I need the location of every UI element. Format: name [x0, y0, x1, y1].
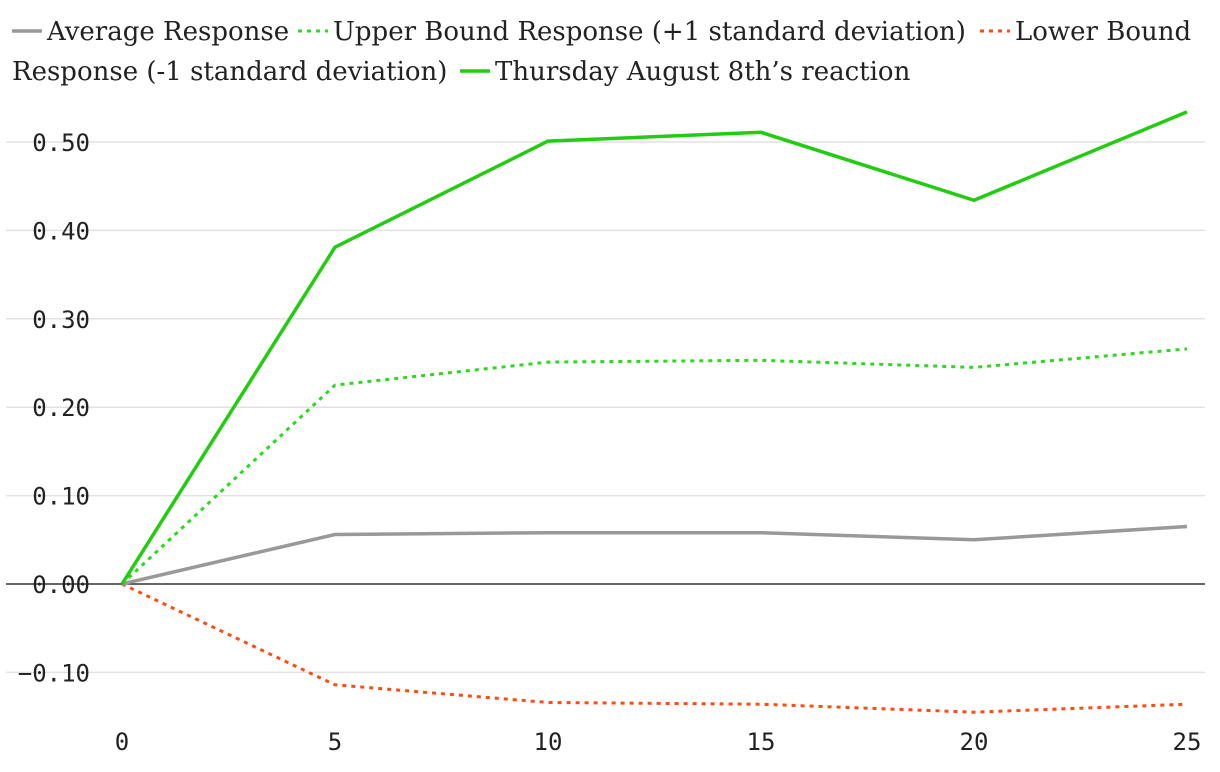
- chart-legend: Average Response Upper Bound Response (+1…: [12, 17, 1191, 87]
- y-tick-label: 0.20: [32, 394, 90, 422]
- series-lines: [120, 110, 1188, 714]
- series-line: [120, 110, 1188, 585]
- y-tick-label: −0.10: [18, 659, 90, 687]
- y-tick-label: 0.10: [32, 483, 90, 511]
- legend-item: Thursday August 8th’s reaction: [460, 57, 911, 87]
- grid-lines: [6, 141, 1205, 674]
- legend-label-continuation: Response (-1 standard deviation): [12, 57, 447, 87]
- x-tick-label: 10: [534, 728, 563, 756]
- series-line: [121, 524, 1188, 586]
- legend-item: Lower Bound: [980, 17, 1191, 47]
- y-axis: −0.10 0.00 0.10 0.20 0.30 0.40 0.50: [18, 129, 90, 687]
- y-tick-label: 0.40: [32, 217, 90, 245]
- x-axis: 0 5 10 15 20 25: [115, 728, 1202, 756]
- x-tick-label: 0: [115, 728, 129, 756]
- legend-label: Lower Bound: [1015, 17, 1191, 47]
- legend-label: Thursday August 8th’s reaction: [495, 57, 911, 87]
- y-tick-label: 0.30: [32, 306, 90, 334]
- y-tick-label: 0.00: [32, 571, 90, 599]
- series-line: [121, 582, 1188, 714]
- legend-label: Average Response: [46, 17, 289, 47]
- legend-item: Average Response: [12, 17, 289, 47]
- legend-item: Upper Bound Response (+1 standard deviat…: [298, 17, 966, 47]
- y-tick-label: 0.50: [32, 129, 90, 157]
- x-tick-label: 25: [1173, 728, 1202, 756]
- legend-label: Upper Bound Response (+1 standard deviat…: [333, 17, 966, 47]
- x-tick-label: 20: [960, 728, 989, 756]
- x-tick-label: 5: [328, 728, 342, 756]
- series-line: [120, 347, 1188, 586]
- x-tick-label: 15: [747, 728, 776, 756]
